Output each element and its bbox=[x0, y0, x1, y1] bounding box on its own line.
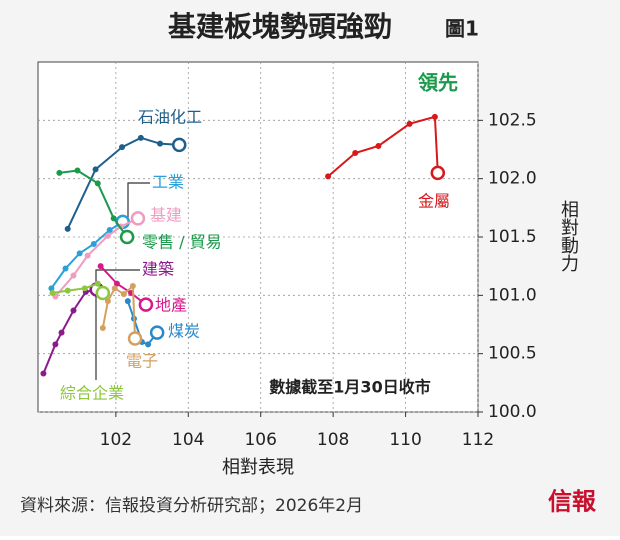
point bbox=[106, 227, 113, 233]
x-tick-label: 112 bbox=[462, 430, 494, 450]
point bbox=[99, 325, 106, 331]
trail bbox=[99, 265, 147, 306]
series-label: 建築 bbox=[142, 260, 174, 279]
point bbox=[49, 290, 56, 296]
chart-subtitle: 圖1 bbox=[445, 17, 479, 41]
series-label: 工業 bbox=[152, 173, 184, 192]
point bbox=[94, 280, 101, 287]
end-point bbox=[130, 211, 146, 226]
end-point bbox=[95, 285, 111, 301]
point bbox=[104, 298, 111, 305]
point bbox=[111, 285, 118, 292]
point bbox=[94, 180, 101, 187]
x-tick-label: 102 bbox=[100, 430, 132, 450]
chart-title: 基建板塊勢頭強勁 bbox=[168, 10, 392, 43]
source: 資料來源：信報投資分析研究部；2026年2月 bbox=[20, 496, 363, 516]
point bbox=[70, 272, 77, 279]
point bbox=[81, 285, 88, 292]
point bbox=[76, 250, 83, 257]
point bbox=[431, 113, 438, 120]
series-label: 煤炭 bbox=[168, 322, 200, 341]
point bbox=[352, 150, 359, 156]
point bbox=[104, 232, 111, 239]
point bbox=[120, 291, 127, 298]
y-tick-label: 101.5 bbox=[488, 227, 537, 247]
point bbox=[84, 252, 91, 259]
point bbox=[64, 287, 71, 294]
end-point bbox=[119, 229, 135, 245]
point bbox=[157, 140, 164, 147]
series-label: 零售 / 貿易 bbox=[142, 233, 222, 252]
series-label: 電子 bbox=[126, 352, 158, 371]
lead-label: 領先 bbox=[418, 71, 458, 95]
x-tick-label: 110 bbox=[389, 430, 421, 450]
series-label: 石油化工 bbox=[138, 108, 202, 127]
y-axis-label: 相對動力 bbox=[558, 200, 579, 272]
point bbox=[97, 263, 104, 270]
point bbox=[110, 215, 117, 222]
point bbox=[62, 265, 69, 272]
point bbox=[70, 307, 77, 314]
end-point bbox=[430, 165, 446, 181]
point bbox=[40, 370, 47, 377]
end-point bbox=[171, 137, 187, 153]
point bbox=[124, 298, 131, 305]
trail bbox=[101, 283, 137, 339]
x-axis-label: 相對表現 bbox=[222, 457, 294, 478]
point bbox=[406, 120, 413, 127]
trail bbox=[54, 217, 139, 298]
x-tick-label: 104 bbox=[172, 430, 204, 450]
series-label: 地產 bbox=[155, 296, 187, 315]
point bbox=[145, 341, 152, 348]
end-point bbox=[138, 297, 154, 312]
point bbox=[56, 169, 63, 176]
point bbox=[325, 173, 332, 180]
note: 數據截至1月30日收市 bbox=[269, 378, 430, 397]
y-tick-label: 102.5 bbox=[488, 110, 537, 130]
logo: 信報 bbox=[548, 488, 597, 516]
point bbox=[64, 225, 71, 232]
series-label: 綜合企業 bbox=[60, 384, 124, 403]
y-tick-label: 102.0 bbox=[488, 169, 537, 189]
point bbox=[119, 144, 126, 151]
y-tick-label: 101.0 bbox=[488, 285, 537, 305]
point bbox=[113, 280, 120, 287]
point bbox=[92, 166, 99, 173]
pointer bbox=[127, 182, 150, 222]
point bbox=[90, 241, 97, 247]
x-tick-label: 106 bbox=[244, 430, 276, 450]
point bbox=[129, 283, 136, 289]
point bbox=[375, 143, 382, 149]
point bbox=[74, 167, 81, 174]
end-point bbox=[127, 331, 143, 346]
series-label: 基建 bbox=[150, 206, 182, 225]
point bbox=[58, 329, 65, 336]
point bbox=[52, 341, 59, 348]
point bbox=[137, 134, 144, 141]
series-label: 金屬 bbox=[418, 192, 450, 211]
end-point bbox=[149, 325, 165, 340]
x-tick-label: 108 bbox=[317, 430, 349, 450]
trail bbox=[327, 115, 439, 178]
y-tick-label: 100.5 bbox=[488, 344, 537, 364]
y-tick-label: 100.0 bbox=[488, 402, 537, 422]
